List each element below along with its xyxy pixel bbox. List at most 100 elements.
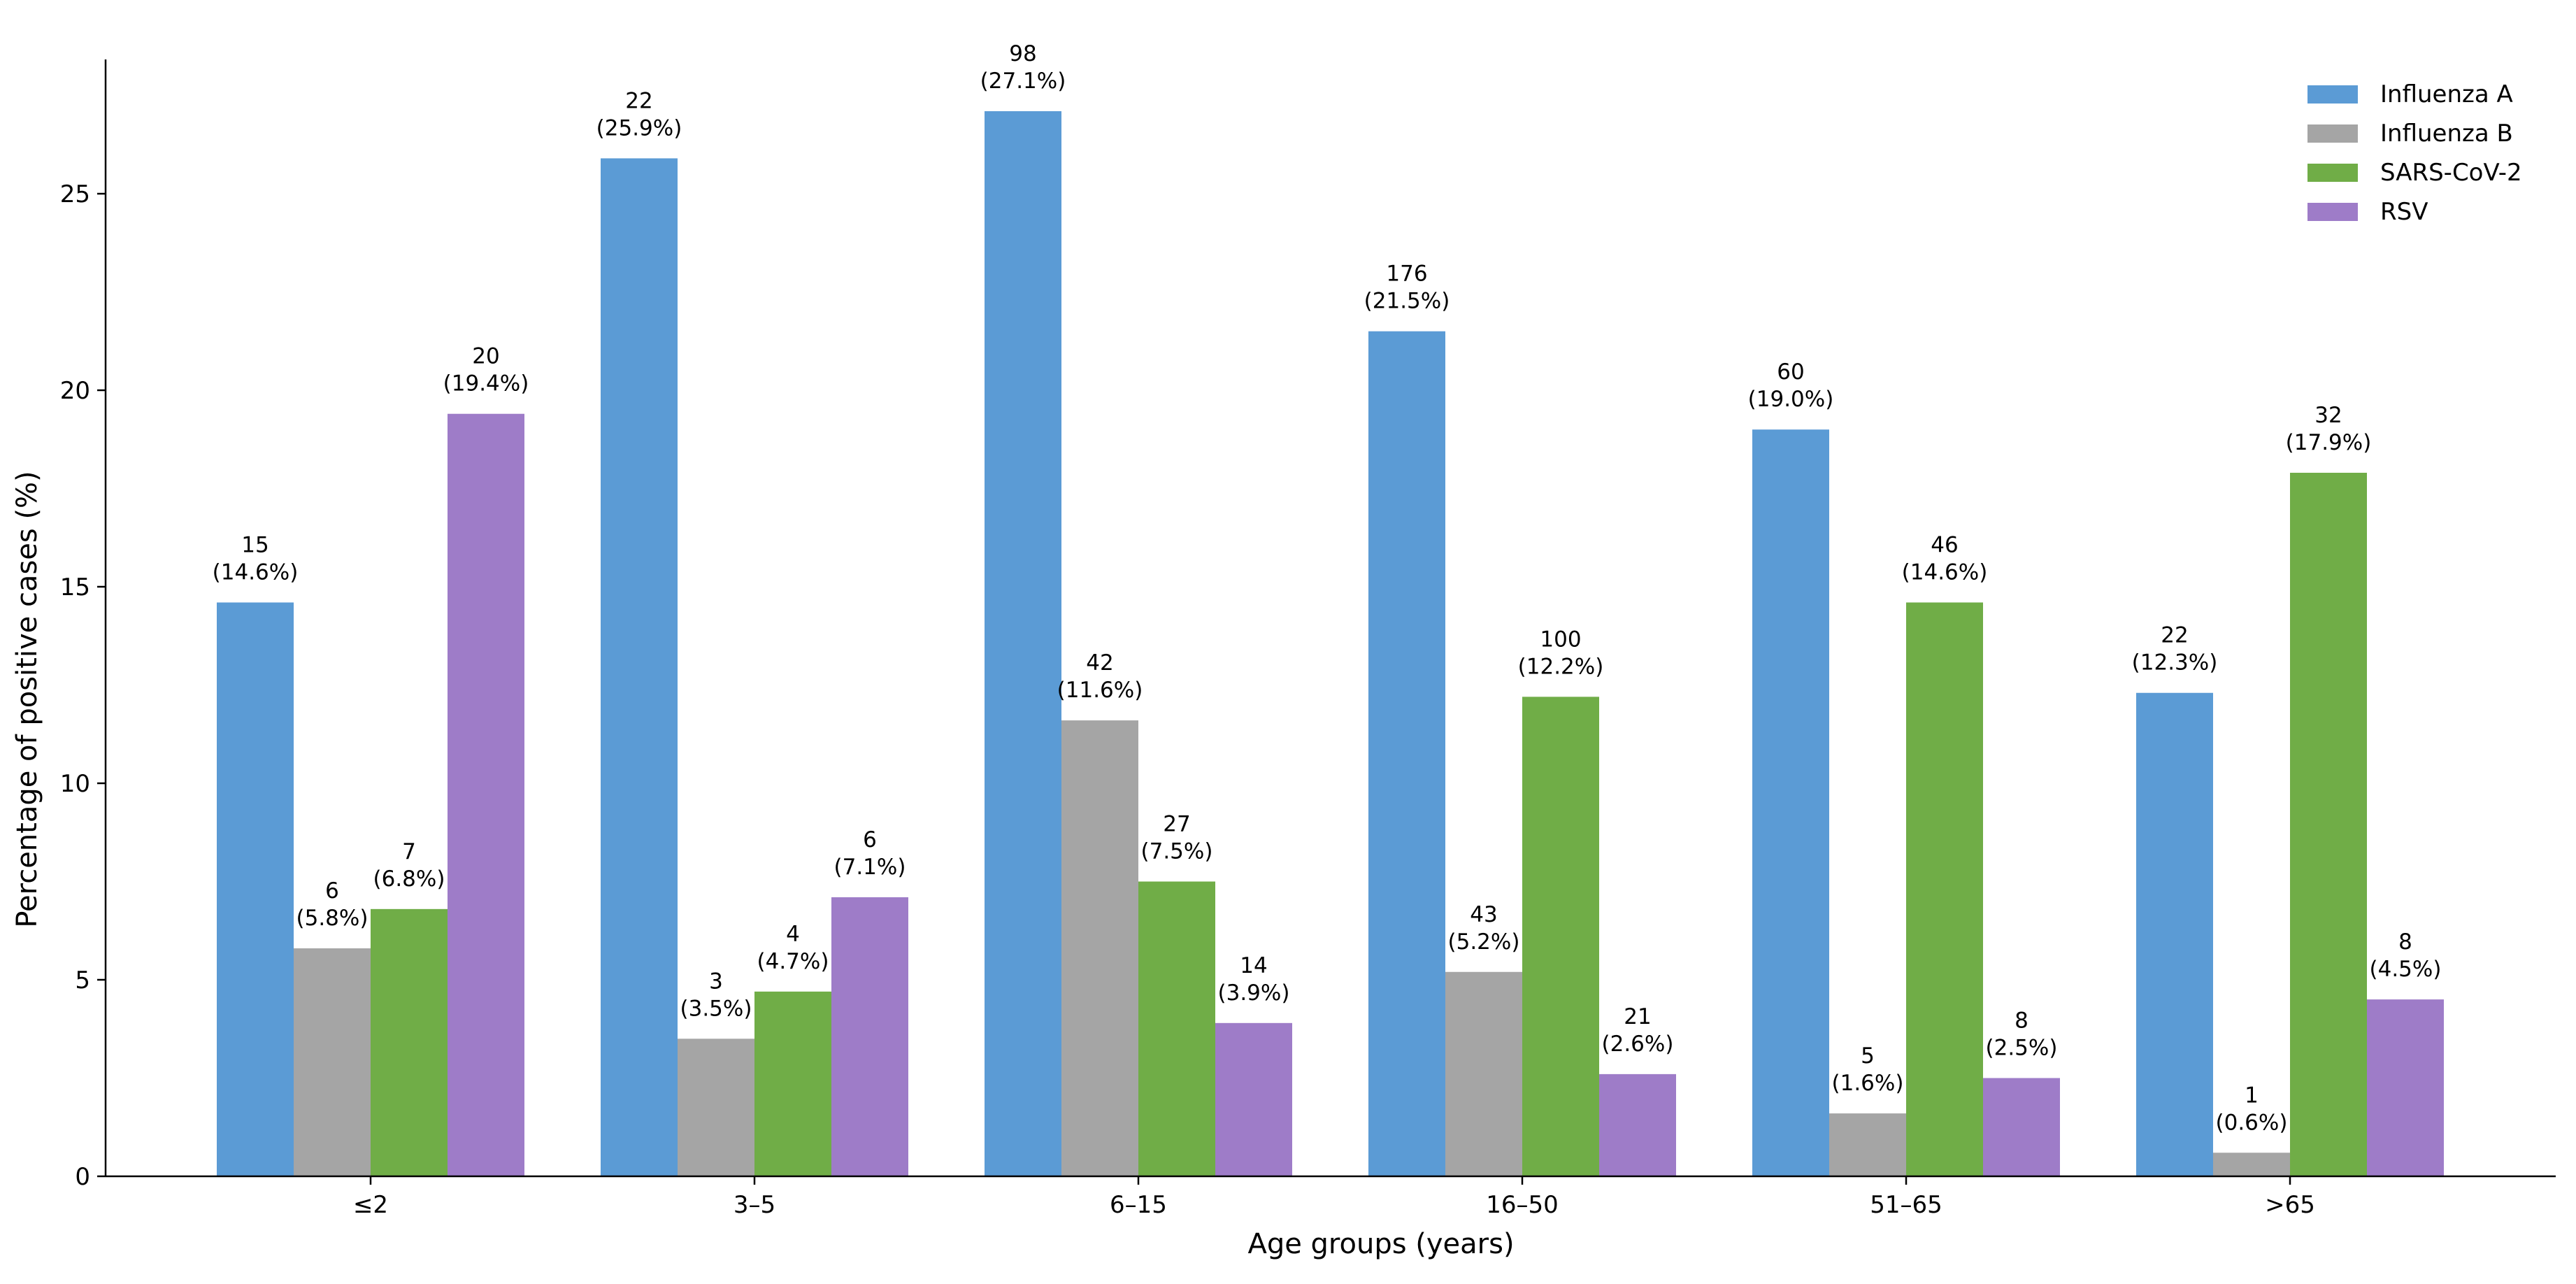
legend-swatch [2307, 124, 2358, 143]
data-labels-layer: 15(14.6%)6(5.8%)7(6.8%)20(19.4%)22(25.9%… [213, 41, 2442, 1135]
data-label-count: 7 [402, 839, 416, 864]
legend-swatch [2307, 164, 2358, 182]
data-label-percent: (14.6%) [1902, 559, 1988, 585]
y-tick-label: 15 [60, 573, 90, 601]
data-label-count: 42 [1086, 650, 1113, 676]
bar-influenza-a-3 [985, 110, 1061, 1177]
y-ticks-layer: 0 5 10 15 20 25 [60, 180, 106, 1191]
bar-sars-cov-2-2 [754, 991, 831, 1176]
data-label-count: 100 [1540, 627, 1581, 652]
data-label-percent: (14.6%) [213, 559, 299, 585]
x-tick-label: ≤2 [353, 1191, 388, 1219]
bar-rsv-3 [1215, 1022, 1292, 1176]
data-label-count: 22 [2161, 623, 2188, 648]
data-label-count: 176 [1386, 262, 1427, 287]
y-axis-label: Percentage of positive cases (%) [11, 471, 43, 927]
data-label-count: 1 [2245, 1083, 2259, 1108]
bar-influenza-b-3 [1061, 720, 1138, 1176]
data-label-count: 8 [2398, 929, 2412, 955]
bar-sars-cov-2-1 [371, 908, 448, 1176]
bar-rsv-1 [448, 413, 524, 1176]
data-label-percent: (19.0%) [1748, 387, 1834, 412]
bar-influenza-b-2 [678, 1039, 754, 1176]
legend-label: SARS-CoV-2 [2380, 159, 2522, 187]
data-label-percent: (25.9%) [596, 115, 682, 141]
bar-rsv-2 [831, 897, 908, 1176]
bar-influenza-a-1 [217, 602, 294, 1176]
data-label-count: 21 [1624, 1004, 1651, 1029]
data-label-percent: (27.1%) [980, 69, 1066, 94]
data-label-percent: (12.2%) [1518, 654, 1604, 679]
data-label-percent: (0.6%) [2216, 1110, 2288, 1135]
data-label-count: 8 [2015, 1008, 2028, 1034]
data-label-percent: (3.5%) [680, 996, 752, 1021]
bar-influenza-b-5 [1829, 1113, 1906, 1176]
x-axis-label: Age groups (years) [1247, 1228, 1514, 1260]
x-tick-label: 3–5 [734, 1191, 775, 1219]
data-label-count: 3 [709, 969, 723, 994]
data-label-percent: (2.6%) [1602, 1032, 1674, 1057]
data-label-percent: (5.2%) [1448, 929, 1520, 955]
data-label-count: 32 [2314, 403, 2342, 428]
data-label-percent: (4.7%) [757, 949, 829, 974]
bar-influenza-a-2 [601, 158, 678, 1176]
y-tick-label: 5 [75, 966, 90, 994]
bar-influenza-a-4 [1368, 331, 1445, 1177]
legend-swatch [2307, 203, 2358, 221]
data-label-percent: (5.8%) [296, 906, 368, 931]
x-ticks-layer: ≤2 3–5 6–15 16–50 51–65 >65 [353, 1176, 2315, 1219]
data-label-count: 5 [1861, 1043, 1875, 1069]
data-label-count: 22 [625, 88, 652, 113]
data-label-count: 46 [1931, 532, 1958, 557]
legend-swatch [2307, 85, 2358, 104]
data-label-count: 27 [1163, 812, 1190, 837]
data-label-percent: (1.6%) [1832, 1071, 1904, 1096]
data-label-percent: (19.4%) [443, 371, 529, 397]
data-label-percent: (12.3%) [2132, 650, 2218, 676]
bar-influenza-b-1 [294, 948, 371, 1176]
bars-layer [217, 110, 2444, 1177]
data-label-percent: (11.6%) [1057, 678, 1143, 703]
data-label-count: 15 [241, 532, 269, 557]
y-tick-label: 25 [60, 180, 90, 208]
legend-label: Influenza B [2380, 120, 2513, 148]
y-tick-label: 0 [75, 1163, 90, 1191]
y-tick-label: 10 [60, 770, 90, 798]
legend-label: Influenza A [2380, 80, 2513, 108]
data-label-count: 43 [1470, 902, 1497, 927]
data-label-percent: (6.8%) [373, 866, 445, 892]
data-label-count: 6 [325, 878, 339, 904]
data-label-percent: (17.9%) [2286, 430, 2372, 455]
data-label-percent: (2.5%) [1986, 1036, 2058, 1061]
data-label-count: 20 [472, 344, 499, 369]
data-label-count: 98 [1009, 41, 1036, 66]
data-label-percent: (4.5%) [2370, 957, 2442, 982]
bar-rsv-5 [1983, 1078, 2060, 1176]
bar-rsv-4 [1599, 1073, 1676, 1176]
bar-influenza-b-4 [1445, 971, 1522, 1176]
x-tick-label: 16–50 [1486, 1191, 1559, 1219]
data-label-count: 60 [1777, 359, 1804, 385]
x-tick-label: 6–15 [1110, 1191, 1167, 1219]
bar-sars-cov-2-3 [1138, 881, 1215, 1176]
data-label-count: 4 [786, 922, 800, 947]
bar-sars-cov-2-4 [1522, 697, 1599, 1176]
data-label-percent: (7.1%) [834, 855, 906, 880]
y-tick-label: 20 [60, 377, 90, 405]
axes-layer [104, 59, 2556, 1178]
data-label-count: 6 [863, 827, 877, 853]
bar-rsv-6 [2367, 999, 2444, 1176]
bar-influenza-a-6 [2136, 692, 2213, 1176]
legend: Influenza A Influenza B SARS-CoV-2 RSV [2307, 80, 2522, 226]
bar-sars-cov-2-6 [2290, 473, 2367, 1176]
legend-label: RSV [2380, 198, 2428, 226]
data-label-percent: (3.9%) [1218, 980, 1290, 1006]
data-label-count: 14 [1240, 953, 1267, 978]
data-label-percent: (7.5%) [1141, 839, 1213, 864]
x-tick-label: 51–65 [1870, 1191, 1942, 1219]
bar-sars-cov-2-5 [1906, 602, 1983, 1176]
bar-influenza-a-5 [1752, 429, 1829, 1177]
data-label-percent: (21.5%) [1364, 289, 1450, 314]
x-tick-label: >65 [2265, 1191, 2315, 1219]
